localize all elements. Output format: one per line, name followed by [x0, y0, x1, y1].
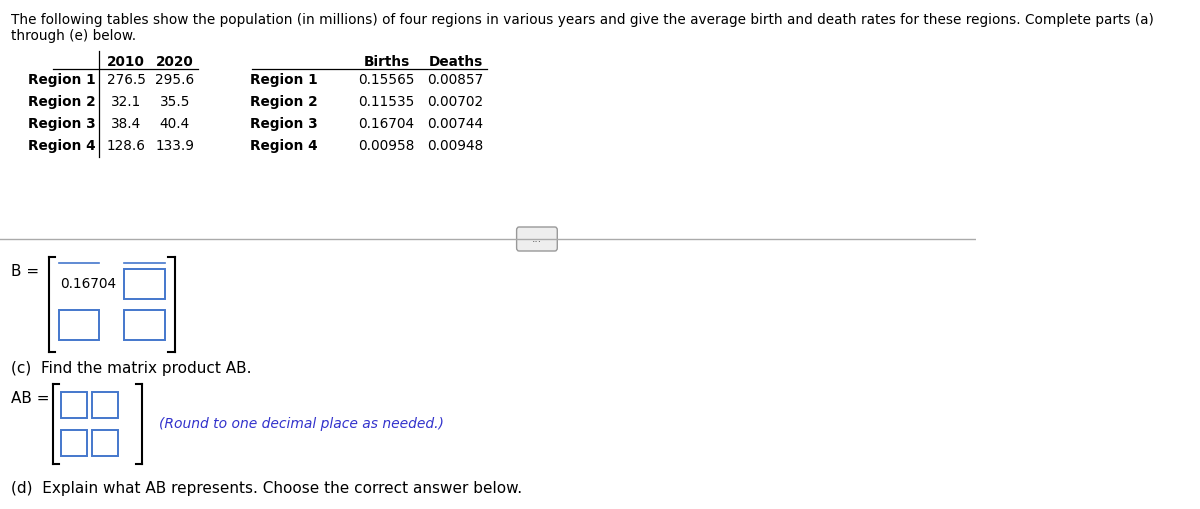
Text: (c)  Find the matrix product AB.: (c) Find the matrix product AB.	[11, 361, 252, 376]
Text: Region 2: Region 2	[29, 95, 96, 109]
Bar	[59, 310, 100, 340]
Text: 276.5: 276.5	[107, 73, 145, 87]
Text: Region 3: Region 3	[29, 117, 96, 131]
Text: 32.1: 32.1	[110, 95, 142, 109]
Text: Deaths: Deaths	[428, 55, 482, 69]
Bar	[92, 392, 118, 418]
Text: 0.16704: 0.16704	[60, 277, 116, 291]
Text: 133.9: 133.9	[156, 139, 194, 153]
FancyBboxPatch shape	[517, 227, 557, 251]
Text: AB =: AB =	[11, 391, 50, 406]
Text: 295.6: 295.6	[155, 73, 194, 87]
Text: 40.4: 40.4	[160, 117, 190, 131]
Text: 38.4: 38.4	[110, 117, 142, 131]
Bar	[61, 392, 88, 418]
Bar	[125, 310, 166, 340]
Text: 0.16704: 0.16704	[359, 117, 414, 131]
Text: 0.11535: 0.11535	[359, 95, 415, 109]
Text: Region 4: Region 4	[250, 139, 317, 153]
Text: The following tables show the population (in millions) of four regions in variou: The following tables show the population…	[11, 13, 1154, 27]
Text: 0.00857: 0.00857	[427, 73, 484, 87]
Text: Region 2: Region 2	[250, 95, 317, 109]
Bar	[61, 430, 88, 456]
Text: 0.00744: 0.00744	[427, 117, 484, 131]
Text: Region 1: Region 1	[29, 73, 96, 87]
Text: (d)  Explain what AB represents. Choose the correct answer below.: (d) Explain what AB represents. Choose t…	[11, 481, 522, 496]
Text: B =: B =	[11, 264, 40, 279]
Text: 2020: 2020	[156, 55, 193, 69]
Text: 128.6: 128.6	[107, 139, 145, 153]
Text: Births: Births	[364, 55, 409, 69]
Text: 35.5: 35.5	[160, 95, 190, 109]
Text: 0.00702: 0.00702	[427, 95, 484, 109]
Text: (Round to one decimal place as needed.): (Round to one decimal place as needed.)	[158, 417, 444, 431]
Text: 0.00948: 0.00948	[427, 139, 484, 153]
Text: 0.15565: 0.15565	[358, 73, 415, 87]
Text: Region 3: Region 3	[250, 117, 317, 131]
Text: 0.00958: 0.00958	[359, 139, 415, 153]
Text: 2010: 2010	[107, 55, 145, 69]
Text: Region 4: Region 4	[29, 139, 96, 153]
Bar	[125, 269, 166, 299]
Text: through (e) below.: through (e) below.	[11, 29, 137, 43]
Text: ...: ...	[532, 234, 542, 244]
Text: Region 1: Region 1	[250, 73, 317, 87]
Bar	[92, 430, 118, 456]
